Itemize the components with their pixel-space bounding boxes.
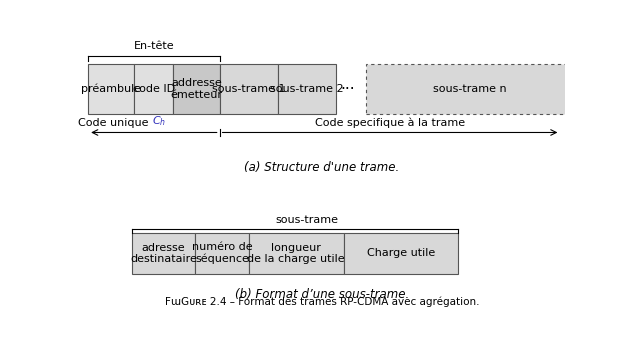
Text: $C_h$: $C_h$ (151, 114, 166, 128)
Bar (278, 64, 337, 114)
Text: Code specifique à la trame: Code specifique à la trame (315, 117, 465, 128)
Text: sous-trame 2: sous-trame 2 (271, 84, 344, 94)
Text: FɯGᴜʀᴇ 2.4 – Format des trames RP-CDMA avec agrégation.: FɯGᴜʀᴇ 2.4 – Format des trames RP-CDMA a… (165, 296, 479, 307)
Text: Code unique: Code unique (77, 118, 151, 128)
Text: ···: ··· (340, 82, 355, 96)
Text: longueur
de la charge utile: longueur de la charge utile (247, 243, 345, 264)
Bar (88, 64, 134, 114)
Text: code ID: code ID (133, 84, 175, 94)
Bar (365, 64, 575, 114)
Text: sous-trame n: sous-trame n (433, 84, 507, 94)
Text: (a) Structure d'une trame.: (a) Structure d'une trame. (244, 161, 399, 174)
Bar (220, 64, 278, 114)
Text: numéro de
séquence: numéro de séquence (192, 242, 252, 264)
Bar (132, 233, 195, 274)
Bar (249, 233, 344, 274)
Text: adresse
destinataire: adresse destinataire (130, 243, 197, 264)
Text: addresse
émetteur: addresse émetteur (171, 78, 222, 100)
Bar (173, 64, 220, 114)
Text: Charge utile: Charge utile (367, 248, 435, 259)
Bar (134, 64, 173, 114)
Text: sous-trame 1: sous-trame 1 (212, 84, 286, 94)
Text: (b) Format d’une sous-trame.: (b) Format d’une sous-trame. (235, 288, 409, 301)
Text: sous-trame: sous-trame (276, 215, 338, 225)
Text: préambule: préambule (81, 84, 141, 94)
Text: En-tête: En-tête (134, 41, 174, 51)
Bar (344, 233, 458, 274)
Bar (195, 233, 249, 274)
